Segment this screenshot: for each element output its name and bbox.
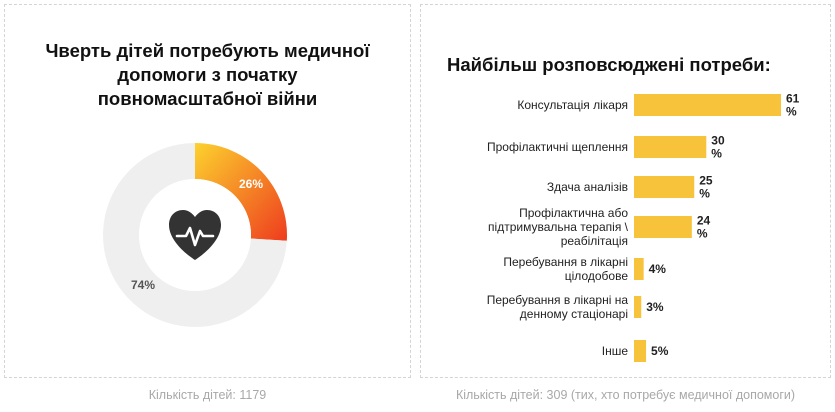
category-label: Здача аналізів [547,180,628,194]
bar [634,136,707,158]
left-title-line: Чверть дітей потребують медичної [45,40,370,61]
category-label: Профілактична або підтримувальна терапія … [488,206,629,248]
bar [634,94,782,116]
right-panel: Найбільш розповсюджені потреби: Консульт… [420,4,831,378]
bar [634,258,644,280]
slice-label: 26% [239,177,263,191]
value-label: 24% [697,214,711,241]
donut-chart: 26% 74% [103,143,287,327]
bar [634,216,692,238]
donut-slice [103,143,287,327]
category-label: Інше [602,344,629,358]
category-label: Перебування в лікарні цілодобове [503,255,628,283]
left-caption: Кількість дітей: 1179 [148,388,267,402]
bar [634,340,647,362]
left-panel: Чверть дітей потребують медичної допомог… [4,4,411,378]
category-label: Консультація лікаря [517,98,628,112]
value-label: 61% [786,92,800,119]
left-title-line: допомоги з початку [117,64,298,85]
value-label: 3% [646,300,664,314]
donut-slice [195,143,287,241]
bar [634,176,695,198]
left-title-line: повномасштабної війни [97,88,318,109]
category-label: Перебування в лікарні на денному стаціона… [487,293,629,321]
category-label: Профілактичні щеплення [487,140,628,154]
slice-label: 74% [131,278,155,292]
left-chart-title: Чверть дітей потребують медичної допомог… [5,39,410,111]
value-label: 30% [711,134,725,161]
value-label: 25% [699,174,713,201]
bar [634,296,642,318]
right-chart-title: Найбільш розповсюджені потреби: [447,54,771,75]
right-caption: Кількість дітей: 309 (тих, хто потребує … [455,388,796,402]
value-label: 4% [649,262,667,276]
value-label: 5% [651,344,669,358]
bar-chart: Консультація лікаря 61 % Профілактичні щепл… [487,92,800,362]
heart-pulse-icon [169,210,221,260]
